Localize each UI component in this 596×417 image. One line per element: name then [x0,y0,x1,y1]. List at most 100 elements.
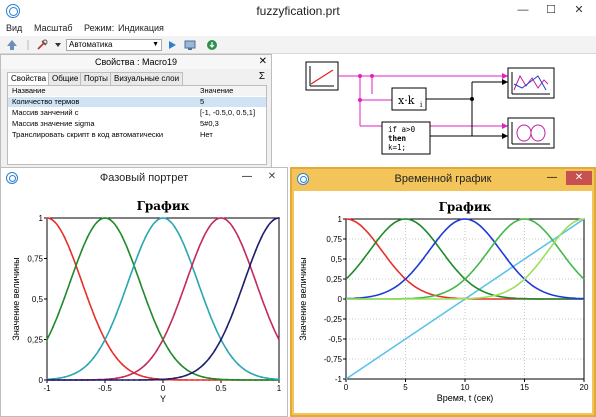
properties-title: Свойства : Macro19 [94,57,178,67]
chart-title: График [137,199,190,213]
series-point-2 [225,378,228,381]
separator-icon [22,39,34,51]
time-plot-title: Временной график [394,173,492,185]
row-value[interactable]: [-1, -0.5,0, 0.5,1] [200,108,256,117]
time-plot-window: Временной график — ✕ График 0 5 10 15 20 -1 -0,… [290,167,596,417]
series-point-4 [133,371,135,374]
series-point-4 [220,217,222,219]
series-point-4 [237,236,240,238]
series-point-3 [92,357,95,359]
series-point-4 [173,312,176,315]
play-icon[interactable] [166,39,178,51]
table-row[interactable]: Массив значение sigma 5#0,3 [8,119,266,129]
monitor-icon[interactable] [184,39,196,51]
dropdown-arrow-icon[interactable] [52,39,64,51]
time-plot-block[interactable] [507,67,555,99]
series-point-5 [46,379,48,381]
table-row[interactable]: Массив занчений c [-1, -0.5,0, 0.5,1] [8,108,266,118]
maximize-button[interactable]: ☐ [546,4,556,16]
series-point-3 [243,368,246,371]
column-header-name: Название [12,86,46,95]
tool-settings-icon[interactable] [36,39,48,51]
series-point-3 [179,236,182,238]
close-button[interactable]: ✕ [267,171,277,182]
series-point-4 [214,219,217,222]
series-point-1 [144,376,147,378]
phase-plot-block[interactable] [507,117,555,149]
minimize-button[interactable]: — [242,171,252,182]
gain-block[interactable]: x·k i [391,87,427,111]
sigma-icon[interactable]: Σ [258,71,265,82]
up-arrow-icon[interactable] [6,39,18,51]
minimize-button[interactable]: — [547,172,557,183]
series-point-2 [156,326,159,329]
series-point-5 [249,264,251,267]
table-row[interactable]: Транслировать скрипт в код автоматически… [8,130,266,140]
tab-properties[interactable]: Свойства [7,72,51,85]
series-point-5 [167,378,170,380]
row-value[interactable]: Нет [200,130,213,139]
series-point-5 [243,280,246,283]
column-header-value: Значение [200,86,234,95]
series-point-5 [185,374,188,377]
download-icon[interactable] [206,39,218,51]
menu-bar: Вид Масштаб Режим: Индикация [0,22,596,36]
row-value[interactable]: 5 [200,97,205,106]
menu-mode[interactable]: Режим: [84,23,115,33]
close-button[interactable]: ✕ [574,4,584,16]
series-point-5 [173,377,176,380]
series-point-1 [46,217,48,219]
phase-portrait-plot-area[interactable]: График -1 -0.5 0 0.5 1 0 0,25 0,5 0,75 1 Y Значение … [3,190,285,414]
series-point-4 [191,264,193,267]
menu-view[interactable]: Вид [6,23,23,33]
tab-ports[interactable]: Порты [80,72,112,85]
series-point-2 [185,368,188,371]
series-point-3 [278,378,280,381]
table-row[interactable]: Количество термов 5 [8,97,266,107]
ramp-source-block[interactable] [305,61,339,91]
series-point-5 [69,379,72,381]
time-plot-plot-area[interactable]: График 0 5 10 15 20 -1 -0,75 -0,5 -0,25 0 0,25 0,5 0,… [294,191,592,413]
series-point-2 [92,225,95,228]
phase-portrait-title: Фазовый портрет [99,172,189,184]
minimize-button[interactable]: — [517,4,529,16]
series-point-2 [266,379,269,381]
series-point-3 [133,264,135,267]
x-tick-label: 20 [580,383,589,392]
row-value[interactable]: 5#0,3 [200,119,219,128]
series-point-1 [150,377,153,380]
series-point-4 [150,357,153,359]
series-point-4 [225,219,228,222]
script-line-1: if a>0 [388,125,416,134]
block-diagram-canvas[interactable]: x·k i if a>0 then k=1; [262,54,596,166]
series-point-2 [57,312,60,315]
row-name: Массив значение sigma [12,119,95,128]
mode-select[interactable]: Автоматика ▼ [66,39,162,51]
series-point-5 [231,312,234,315]
series-point-3 [208,312,211,315]
menu-indication[interactable]: Индикация [118,23,164,33]
series-point-4 [272,326,275,329]
series-point-2 [46,338,48,341]
series-point-2 [196,374,199,377]
series-point-3 [138,249,141,252]
app-logo-icon [297,173,309,185]
series-point-3 [214,326,217,329]
script-block[interactable]: if a>0 then k=1; [381,121,431,155]
series-point-5 [150,378,153,381]
tab-visual-layers[interactable]: Визуальные слои [110,72,184,85]
close-button[interactable]: ✕ [566,171,592,185]
properties-close-button[interactable]: ✕ [258,56,267,67]
menu-scale[interactable]: Масштаб [34,23,73,33]
series-point-2 [109,219,112,222]
table-header: Название Значение [8,86,266,96]
series-line-1 [46,217,279,381]
series-point-4 [202,236,205,238]
tab-general[interactable]: Общие [48,72,83,85]
series-point-1 [57,225,60,228]
series-point-4 [127,374,130,377]
series-point-3 [69,374,72,377]
series-point-4 [260,297,263,299]
app-logo-icon [6,4,20,18]
series-point-1 [115,357,118,359]
